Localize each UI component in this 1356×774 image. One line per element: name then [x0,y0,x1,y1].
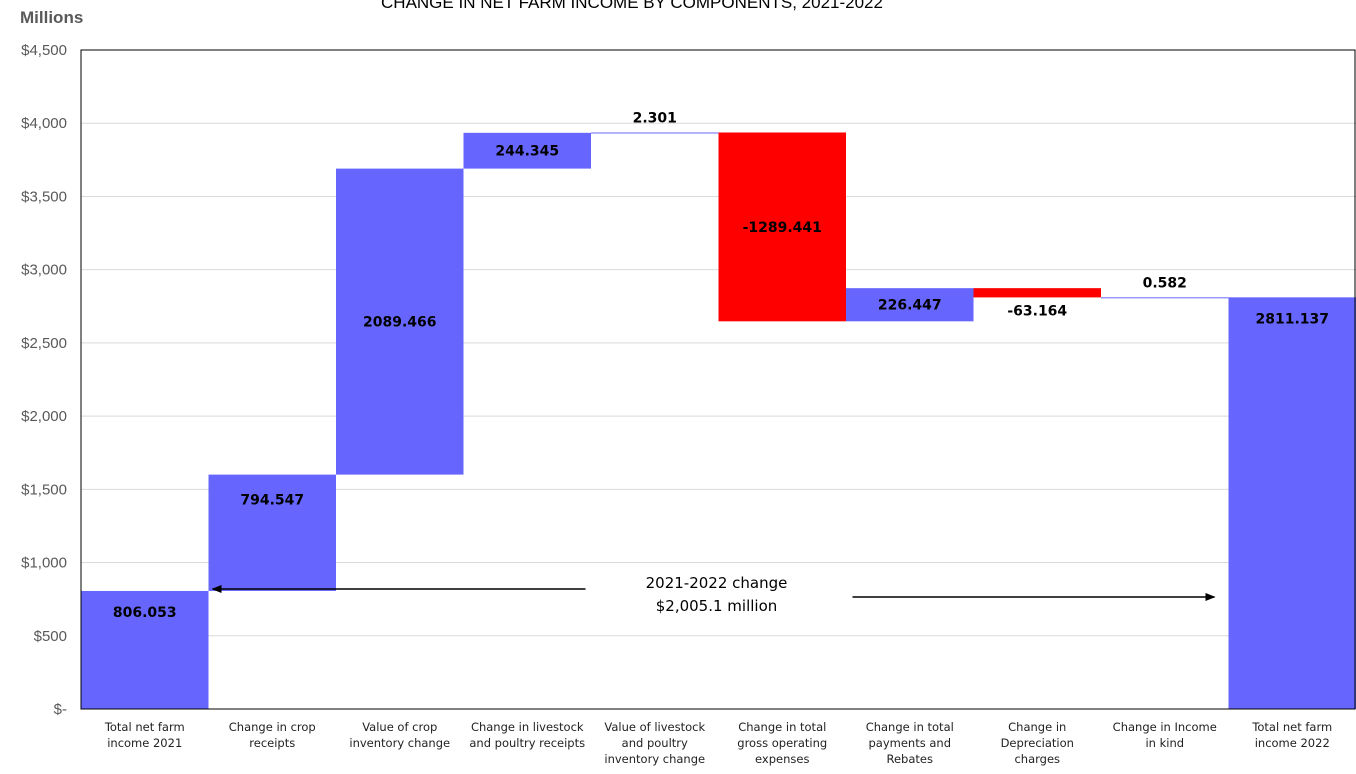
bar [973,288,1101,298]
data-label: 794.547 [240,493,304,509]
x-tick-label: Value of crop inventory change [349,720,450,750]
x-tick-label: Change in crop receipts [229,720,316,750]
bar [591,132,719,134]
bars [81,132,1356,709]
annotation-line-2: $2,005.1 million [656,597,778,615]
bar [81,590,209,709]
data-labels: 806.053 794.547 2089.466 244.345 2.301 -1289.… [113,110,1329,620]
bar [208,474,336,591]
y-tick-label: $2,000 [21,408,67,425]
x-tick-label: Change in Income in kind [1113,720,1217,750]
y-unit-label: Millions [20,8,83,27]
x-tick-label: Change in total gross operating expenses [737,720,827,766]
bar [718,132,846,322]
x-axis-ticks: Total net farm income 2021 Change in crop r… [104,720,1332,766]
y-tick-label: $4,000 [21,115,67,132]
y-tick-label: $2,500 [21,335,67,352]
data-label: 2.301 [633,110,677,126]
data-label: 244.345 [495,144,559,160]
y-tick-label: $4,500 [21,42,67,59]
y-tick-label: $1,500 [21,481,67,498]
y-tick-label: $- [54,701,67,718]
y-tick-label: $3,000 [21,262,67,279]
bar [1101,297,1229,299]
bar [336,168,464,475]
x-tick-label: Value of livestock and poultry inventory c… [604,720,705,766]
data-label: 226.447 [878,298,942,314]
x-tick-label: Change in total payments and Rebates [866,720,954,766]
y-tick-label: $500 [34,628,67,645]
bar [1228,297,1356,709]
x-tick-label: Change in livestock and poultry receipts [469,720,585,750]
annotation-line-1: 2021-2022 change [646,574,788,592]
x-tick-label: Total net farm income 2022 [1251,720,1332,750]
x-tick-label: Change in Depreciation charges [1001,720,1074,766]
chart-title: CHANGE IN NET FARM INCOME BY COMPONENTS,… [381,0,883,12]
y-axis-ticks: $- $500 $1,000 $1,500 $2,000 $2,500 $3,000 $3,5… [21,42,67,718]
plot-area-border [80,49,1356,710]
data-label: -1289.441 [743,220,822,236]
x-tick-label: Total net farm income 2021 [104,720,185,750]
y-tick-label: $3,500 [21,188,67,205]
change-annotation: 2021-2022 change $2,005.1 million [211,574,1216,615]
bar [463,132,591,169]
data-label: 2811.137 [1255,311,1329,327]
y-tick-label: $1,000 [21,555,67,572]
data-label: 2089.466 [363,315,437,331]
bar [846,288,974,322]
data-label: -63.164 [1007,303,1067,319]
data-label: 806.053 [113,605,177,621]
data-label: 0.582 [1143,275,1187,291]
